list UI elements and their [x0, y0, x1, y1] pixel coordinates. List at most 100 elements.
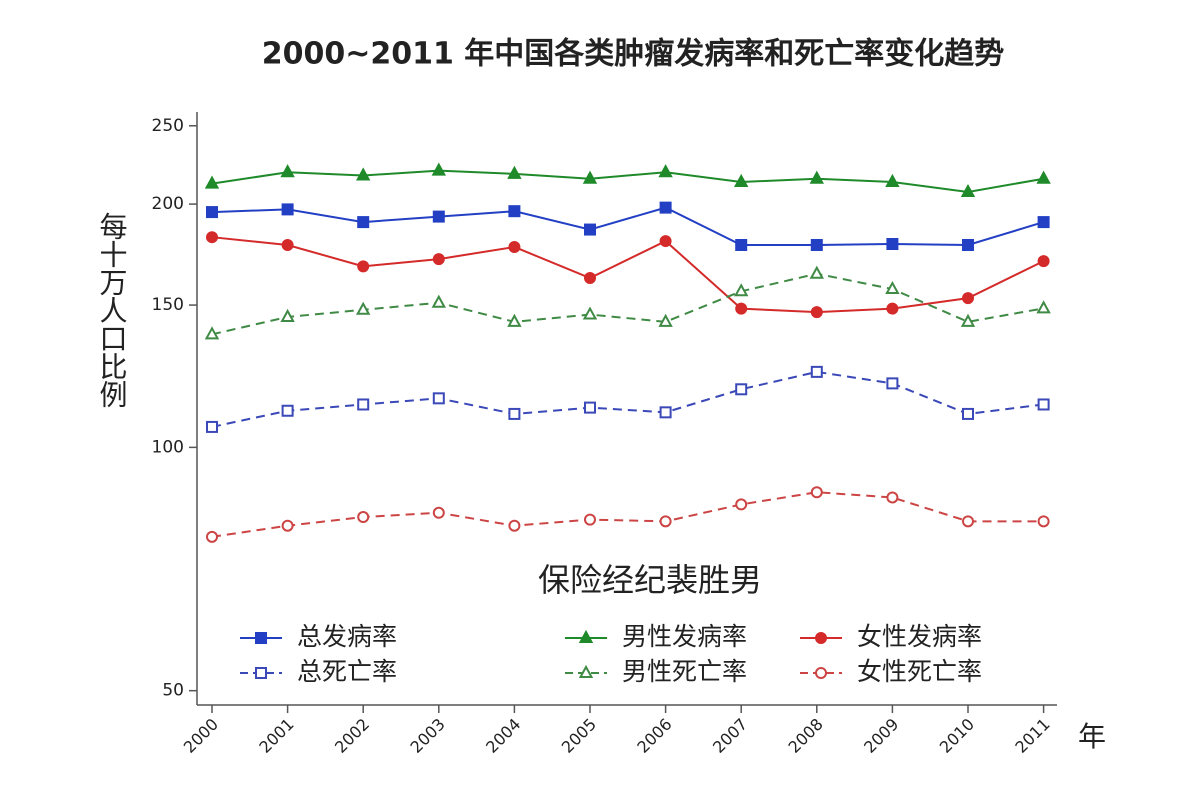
marker: [582, 306, 598, 320]
x-tick-label: 2005: [558, 715, 600, 757]
chart-title: 2000~2011 年中国各类肿瘤发病率和死亡率变化趋势: [262, 37, 1005, 72]
marker: [582, 170, 598, 184]
marker: [584, 513, 596, 526]
marker: [281, 203, 294, 216]
marker: [810, 306, 823, 319]
marker: [962, 292, 974, 305]
marker: [1037, 255, 1050, 268]
marker: [204, 326, 220, 340]
marker: [357, 216, 370, 229]
marker: [280, 164, 295, 178]
x-tick-label: 2009: [860, 715, 902, 757]
marker: [659, 235, 672, 248]
marker: [735, 238, 748, 251]
x-tick-label: 2001: [255, 715, 297, 757]
marker: [432, 392, 445, 405]
marker: [508, 205, 521, 218]
marker: [962, 407, 974, 420]
legend-label: 总死亡率: [297, 657, 397, 686]
y-axis-label: 每十万人口比例: [96, 212, 129, 408]
marker: [206, 206, 218, 219]
marker: [584, 272, 596, 285]
marker: [886, 302, 899, 315]
x-tick-label: 2011: [1011, 715, 1053, 757]
marker: [659, 406, 672, 419]
marker: [206, 231, 218, 244]
series-line: [211, 370, 1044, 428]
marker: [1037, 216, 1050, 229]
marker: [507, 165, 522, 179]
marker: [356, 167, 371, 181]
marker: [357, 511, 370, 524]
x-tick-label: 2007: [709, 715, 751, 757]
series-line: [211, 206, 1044, 246]
x-tick-label: 2008: [785, 715, 827, 757]
marker: [735, 498, 748, 511]
marker: [962, 515, 974, 528]
marker: [815, 632, 827, 644]
marker: [584, 223, 596, 236]
series-line: [211, 491, 1044, 538]
marker: [357, 398, 370, 411]
marker: [885, 280, 900, 295]
marker: [734, 283, 749, 297]
marker: [885, 173, 900, 187]
marker: [255, 632, 267, 644]
series-line: [211, 169, 1044, 194]
y-tick-label: 150: [152, 295, 184, 315]
marker: [735, 383, 748, 396]
y-tick-label: 50: [162, 681, 184, 701]
x-tick-label: 2006: [633, 715, 675, 757]
marker: [810, 365, 823, 378]
marker: [206, 530, 218, 543]
marker: [281, 519, 294, 532]
marker: [815, 667, 827, 679]
x-tick-label: 2010: [936, 715, 978, 757]
y-tick-label: 200: [152, 194, 184, 214]
marker: [659, 515, 672, 528]
legend-label: 女性死亡率: [857, 657, 982, 686]
series-line: [211, 272, 1044, 336]
marker: [962, 238, 974, 251]
marker: [886, 491, 899, 504]
x-tick-label: 2004: [482, 715, 524, 757]
marker: [281, 404, 294, 417]
marker: [281, 238, 294, 251]
marker: [960, 313, 976, 327]
marker: [255, 667, 267, 679]
annotation: 保险经纪裴胜男: [538, 561, 762, 599]
marker: [1036, 300, 1051, 314]
marker: [508, 240, 521, 253]
marker: [508, 407, 521, 420]
y-tick-label: 250: [152, 116, 184, 136]
legend-label: 男性发病率: [622, 622, 747, 651]
x-axis-label: 年: [1078, 720, 1106, 753]
marker: [432, 210, 445, 223]
marker: [431, 162, 446, 176]
marker: [280, 308, 295, 322]
marker: [809, 170, 824, 184]
marker: [886, 377, 899, 390]
marker: [507, 313, 522, 327]
x-tick-label: 2000: [180, 715, 222, 757]
marker: [578, 629, 594, 643]
marker: [1036, 170, 1051, 184]
marker: [432, 253, 445, 266]
x-tick-label: 2002: [331, 715, 373, 757]
marker: [204, 175, 220, 189]
marker: [735, 302, 748, 315]
y-tick-label: 100: [152, 437, 184, 457]
legend-label: 总发病率: [297, 622, 397, 651]
marker: [810, 238, 823, 251]
marker: [658, 313, 673, 327]
marker: [1037, 398, 1050, 411]
marker: [809, 265, 824, 279]
x-tick-label: 2003: [407, 715, 449, 757]
marker: [886, 238, 899, 251]
marker: [578, 664, 594, 678]
marker: [584, 401, 596, 414]
legend-label: 男性死亡率: [622, 657, 747, 686]
marker: [357, 260, 370, 273]
marker: [432, 506, 445, 519]
